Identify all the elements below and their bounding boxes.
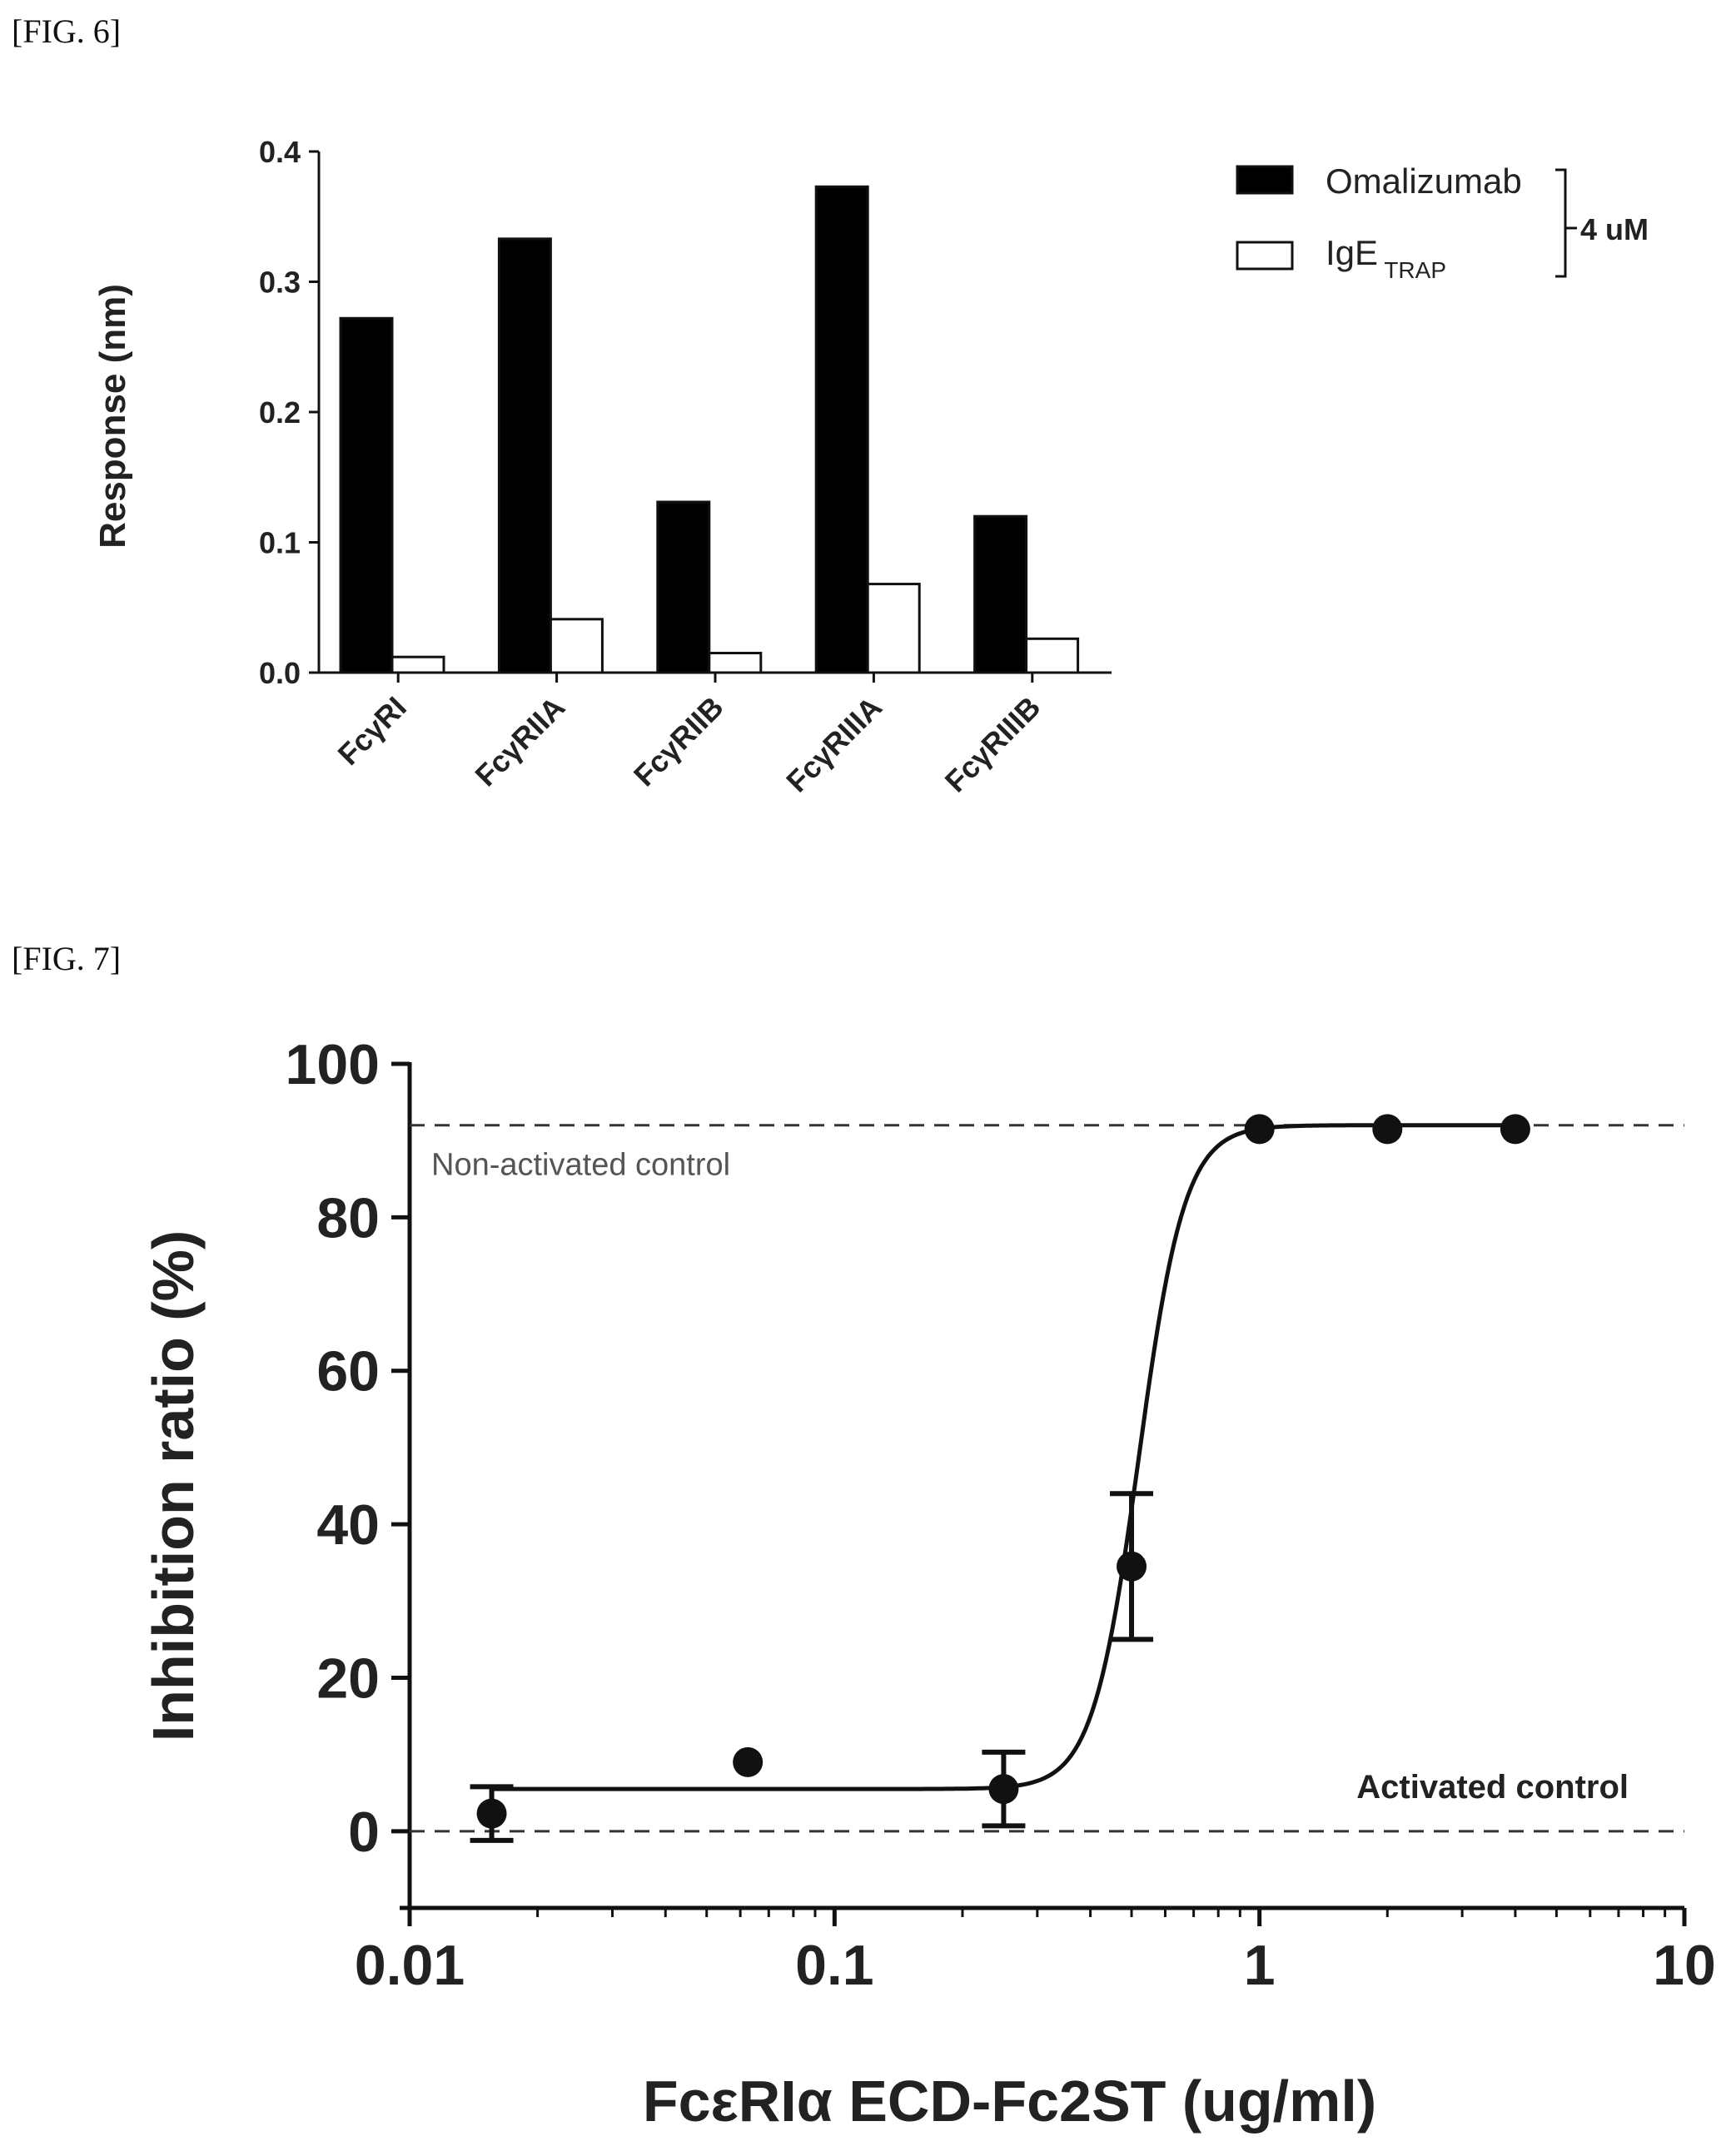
y-tick-label: 0.0 — [259, 656, 301, 690]
y-tick-label: 0.2 — [259, 395, 301, 430]
y-axis-title: Inhibition ratio (%) — [141, 1230, 206, 1741]
y-tick-label: 0.4 — [259, 135, 301, 169]
y-tick-label: 100 — [286, 1033, 380, 1096]
data-points — [470, 1114, 1530, 1843]
bar-omalizumab — [339, 316, 394, 674]
legend-bracket-label: 4 uM — [1580, 212, 1649, 246]
reference-label-non-activated: Non-activated control — [431, 1148, 730, 1183]
bar-chart-bars — [339, 185, 1080, 674]
legend-swatch-omalizumab — [1236, 165, 1294, 195]
y-tick-label: 0.1 — [259, 526, 301, 560]
data-point — [1500, 1114, 1530, 1145]
figure-7-label: [FIG. 7] — [12, 940, 122, 977]
bar-igetrap — [390, 655, 445, 674]
data-point — [476, 1798, 507, 1829]
y-tick-label: 0 — [348, 1801, 380, 1864]
y-tick-label: 80 — [316, 1186, 380, 1249]
bar-omalizumab — [497, 237, 552, 674]
y-axis-title: Response (nm) — [92, 284, 133, 549]
figure-6-label: [FIG. 6] — [12, 12, 122, 50]
legend-bracket — [1555, 168, 1567, 278]
y-tick-label: 20 — [316, 1647, 380, 1710]
legend-swatch-igetrap — [1236, 241, 1294, 271]
bar-igetrap — [866, 583, 921, 674]
data-point — [1117, 1551, 1147, 1582]
bar-omalizumab — [656, 500, 711, 674]
bar-omalizumab — [814, 185, 869, 674]
bar-igetrap — [1025, 637, 1080, 674]
data-point — [1372, 1114, 1403, 1145]
reference-lines — [410, 1124, 1684, 1833]
bar-igetrap — [708, 652, 763, 674]
data-point — [988, 1774, 1019, 1805]
x-tick-label: 1 — [1244, 1934, 1276, 1997]
bar-igetrap — [549, 618, 604, 674]
legend-label-igetrap-subscript: TRAP — [1378, 257, 1446, 283]
x-tick-label: 10 — [1653, 1934, 1716, 1997]
legend-label-omalizumab: Omalizumab — [1326, 161, 1522, 201]
fit-curve — [491, 1123, 1515, 1791]
dose-response-labels: 0 20 40 60 80 100 0.01 0.1 1 10 Non-activated cont… — [141, 1033, 1716, 2134]
x-tick-label: 0.01 — [355, 1934, 465, 1997]
data-point — [1244, 1114, 1275, 1145]
y-tick-label: 40 — [316, 1493, 380, 1557]
y-tick-label: 60 — [316, 1340, 380, 1403]
bar-omalizumab — [973, 514, 1028, 674]
fit-curve-line — [491, 1123, 1515, 1791]
x-tick-label: 0.1 — [795, 1934, 874, 1997]
reference-label-activated: Activated control — [1356, 1769, 1629, 1806]
dose-response-axes — [391, 1061, 1687, 1926]
y-tick-label: 0.3 — [259, 266, 301, 300]
x-axis-title: FcεRIα ECD-Fc2ST (ug/ml) — [643, 2069, 1376, 2134]
data-point — [733, 1746, 764, 1777]
